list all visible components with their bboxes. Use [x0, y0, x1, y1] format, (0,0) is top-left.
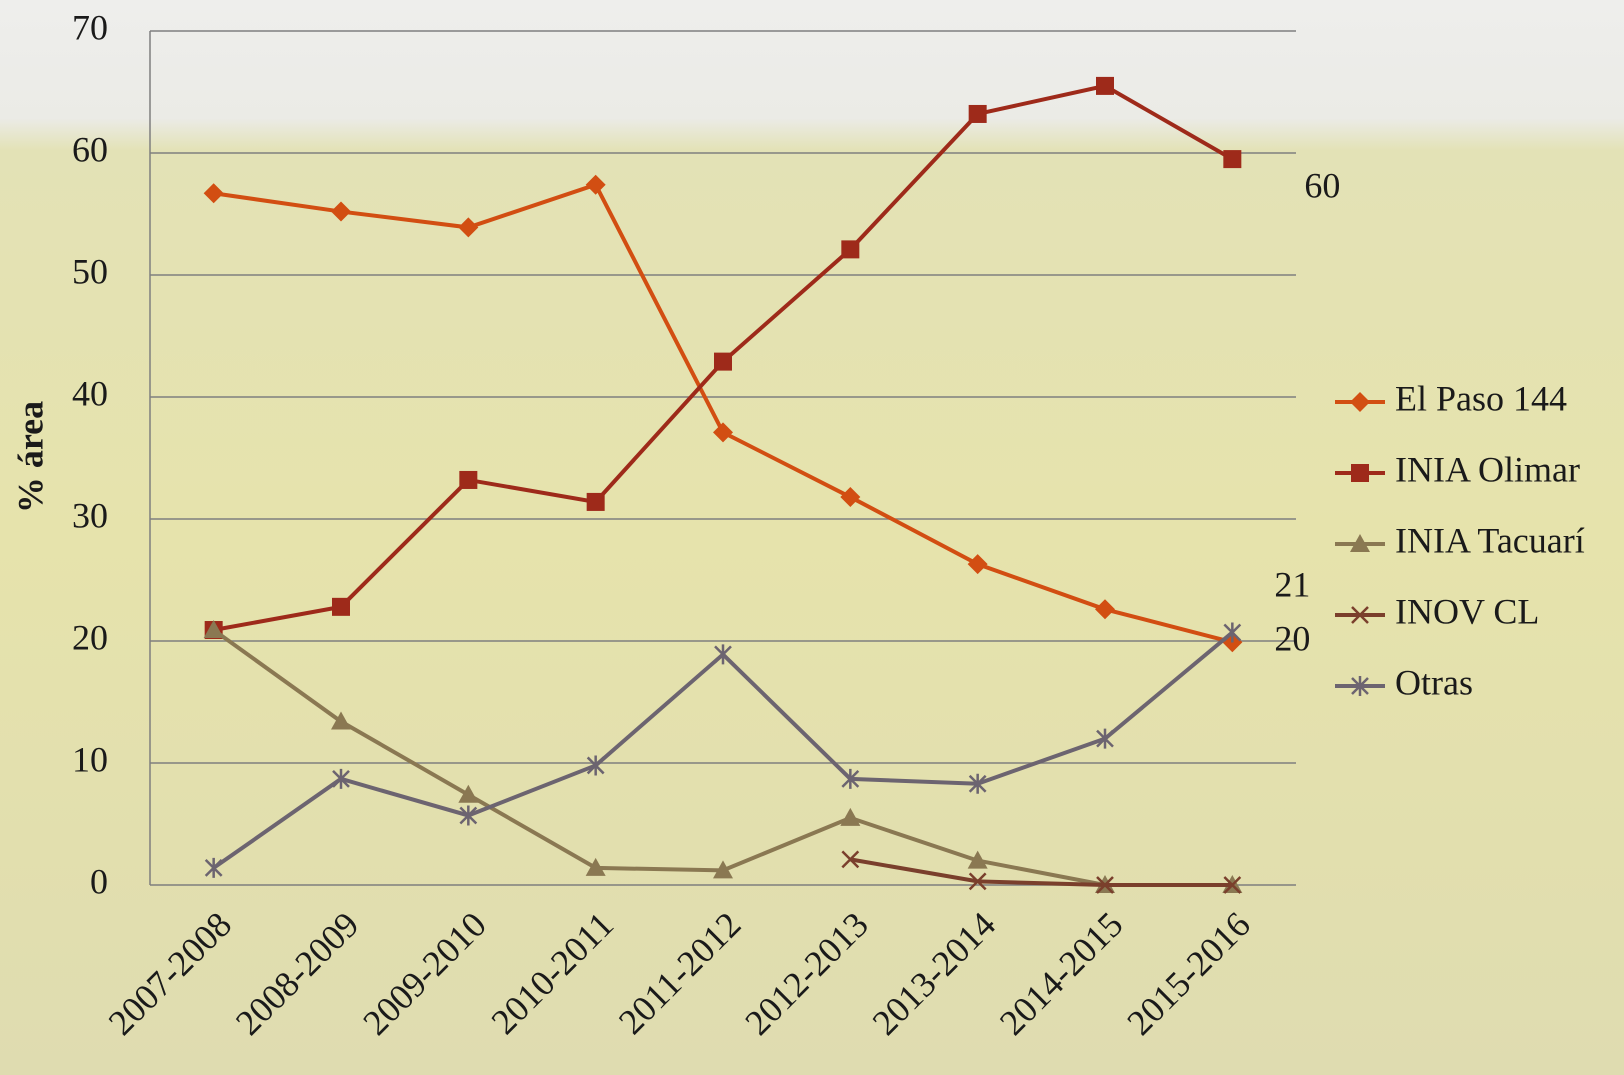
legend-label: INIA Tacuarí — [1395, 520, 1585, 560]
legend-label: INOV CL — [1395, 591, 1539, 631]
marker — [204, 857, 223, 878]
y-tick-label: 0 — [90, 861, 108, 901]
series — [841, 850, 1242, 894]
line — [849, 857, 1233, 887]
marker — [585, 857, 606, 876]
data-label: 60 — [1304, 165, 1340, 205]
marker — [1096, 876, 1114, 894]
marker — [1223, 150, 1242, 169]
y-tick-label: 50 — [72, 251, 108, 291]
marker — [840, 807, 861, 826]
marker — [841, 240, 860, 259]
marker — [1351, 676, 1369, 696]
series — [204, 622, 1242, 878]
marker — [968, 773, 987, 794]
marker — [459, 805, 478, 826]
marker — [1351, 606, 1369, 624]
marker — [203, 183, 224, 204]
marker — [714, 644, 732, 665]
y-tick-label: 30 — [72, 495, 108, 535]
marker — [332, 597, 350, 616]
marker — [1095, 599, 1115, 620]
marker — [1223, 622, 1242, 643]
marker — [203, 620, 224, 639]
marker — [458, 217, 479, 238]
marker — [331, 201, 351, 222]
series — [204, 76, 1242, 640]
marker — [841, 768, 860, 789]
marker — [967, 850, 988, 869]
y-axis-title: % área — [10, 401, 50, 513]
marker — [1351, 464, 1369, 482]
marker — [586, 492, 605, 511]
legend-label: El Paso 144 — [1395, 378, 1567, 418]
data-label: 20 — [1274, 618, 1310, 658]
marker — [714, 352, 732, 371]
y-tick-label: 70 — [72, 7, 108, 47]
legend-label: Otras — [1395, 662, 1473, 702]
data-label: 21 — [1274, 565, 1310, 605]
marker — [332, 768, 350, 789]
marker — [1350, 534, 1370, 552]
y-tick-label: 10 — [72, 739, 108, 779]
marker — [968, 872, 987, 891]
marker — [331, 711, 351, 730]
marker — [967, 554, 988, 575]
marker — [586, 755, 605, 776]
marker — [713, 422, 733, 443]
marker — [585, 174, 606, 195]
marker — [459, 470, 478, 489]
legend-label: INIA Olimar — [1395, 449, 1580, 489]
marker — [1350, 392, 1370, 412]
marker — [1223, 876, 1242, 894]
marker — [458, 784, 479, 803]
marker — [840, 487, 861, 508]
y-tick-label: 40 — [72, 373, 108, 413]
marker — [968, 104, 987, 123]
y-tick-label: 60 — [72, 129, 108, 169]
marker — [841, 850, 860, 869]
marker — [1096, 728, 1114, 749]
y-tick-label: 20 — [72, 617, 108, 657]
marker — [713, 860, 733, 879]
marker — [1096, 76, 1114, 95]
